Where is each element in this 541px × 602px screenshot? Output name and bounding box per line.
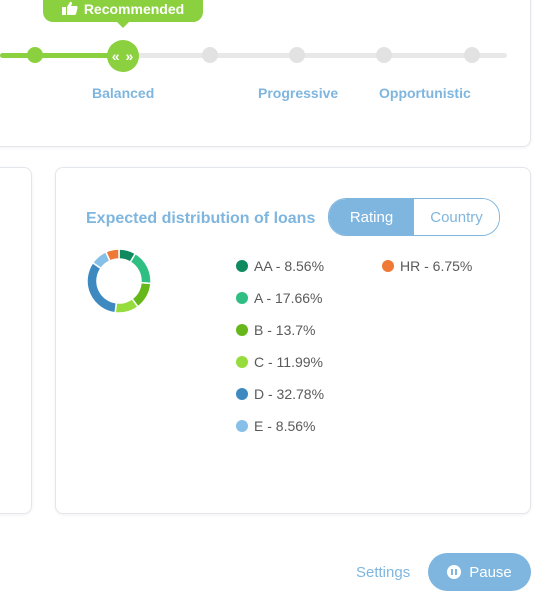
slider-track-fill [0, 53, 122, 58]
distribution-toggle: Rating Country [328, 198, 500, 236]
badge-pointer [116, 21, 130, 28]
thumbs-up-icon [61, 1, 78, 18]
step-label-opportunistic[interactable]: Opportunistic [379, 85, 471, 101]
legend-item-b: B - 13.7% [236, 322, 315, 338]
slider-step-1[interactable] [27, 47, 43, 63]
slider-step-3[interactable] [202, 47, 218, 63]
legend-label-c: C - 11.99% [254, 354, 323, 370]
slider-knob[interactable]: « » [107, 40, 139, 72]
slider-step-4[interactable] [289, 47, 305, 63]
step-label-balanced[interactable]: Balanced [92, 85, 155, 101]
legend-label-a: A - 17.66% [254, 290, 323, 306]
distribution-donut-chart [86, 248, 152, 314]
legend-dot-a [236, 292, 248, 304]
slider-track[interactable] [0, 53, 507, 58]
legend-dot-c [236, 356, 248, 368]
legend-dot-e [236, 420, 248, 432]
legend-item-hr: HR - 6.75% [382, 258, 472, 274]
distribution-card: Expected distribution of loans Rating Co… [55, 167, 531, 514]
legend-label-e: E - 8.56% [254, 418, 316, 434]
double-chevron-icon: « » [111, 48, 135, 64]
slider-step-6[interactable] [464, 47, 480, 63]
strategy-card [0, 0, 531, 147]
legend-item-a: A - 17.66% [236, 290, 323, 306]
legend-item-d: D - 32.78% [236, 386, 324, 402]
pause-button[interactable]: Pause [428, 553, 531, 591]
pause-icon [447, 565, 462, 579]
legend-item-e: E - 8.56% [236, 418, 315, 434]
legend-dot-hr [382, 260, 394, 272]
badge-label: Recommended [83, 1, 185, 17]
step-label-progressive[interactable]: Progressive [258, 85, 339, 101]
legend-dot-d [236, 388, 248, 400]
legend-dot-aa [236, 260, 248, 272]
legend-item-c: C - 11.99% [236, 354, 323, 370]
settings-link[interactable]: Settings [356, 564, 411, 581]
legend-dot-b [236, 324, 248, 336]
slider-step-5[interactable] [376, 47, 392, 63]
donut-slice-d [86, 261, 118, 314]
donut-slice-hr [104, 248, 120, 262]
toggle-rating[interactable]: Rating [329, 199, 414, 235]
recommended-badge: Recommended [43, 0, 203, 22]
left-card [0, 167, 32, 514]
legend-label-d: D - 32.78% [254, 386, 325, 402]
legend-label-aa: AA - 8.56% [254, 258, 325, 274]
toggle-country[interactable]: Country [414, 199, 499, 235]
pause-label: Pause [469, 563, 512, 581]
legend-label-hr: HR - 6.75% [400, 258, 473, 274]
legend-item-aa: AA - 8.56% [236, 258, 324, 274]
distribution-title: Expected distribution of loans [86, 210, 316, 227]
donut-slice-a [129, 252, 152, 285]
legend-label-b: B - 13.7% [254, 322, 316, 338]
